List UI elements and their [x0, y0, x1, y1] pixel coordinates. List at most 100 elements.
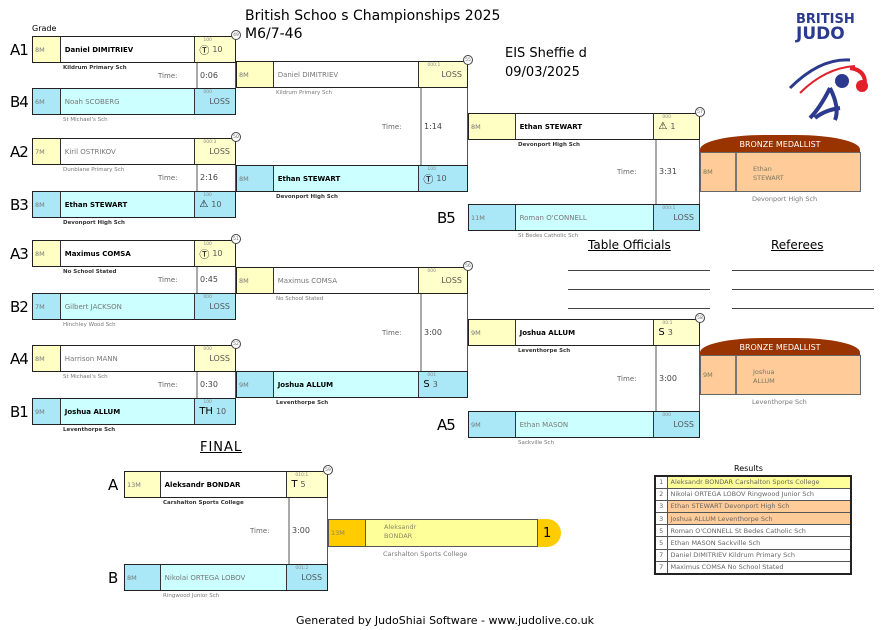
- score-cell: 000 LOSS: [419, 268, 467, 293]
- competitor-box[interactable]: 8M Daniel DIMITRIEV 100 Ⓣ 10: [32, 36, 236, 63]
- competitor-box[interactable]: 9M Joshua ALLUM 00:1 S 3: [468, 319, 700, 346]
- time-label: Time:: [250, 527, 270, 535]
- result-place: 7: [654, 548, 668, 562]
- t-text-icon: T: [291, 479, 298, 490]
- result-place: 1: [654, 475, 668, 489]
- referee-line[interactable]: [732, 270, 874, 271]
- competitor-box[interactable]: 8M Harrison MANN 000 LOSS: [32, 345, 236, 372]
- competitor-box[interactable]: 13M Aleksandr BONDAR 010:1 T 5: [124, 471, 328, 498]
- competitor-box[interactable]: 8M Ethan STEWART 100 Ⓣ 10: [236, 165, 468, 192]
- match-number: 52: [233, 341, 239, 347]
- match-number: 56: [465, 263, 471, 269]
- referee-line[interactable]: [732, 289, 874, 290]
- final-title: FINAL: [200, 440, 243, 455]
- competitor-box[interactable]: 8M Nikolai ORTEGA LOBOV 001:2 LOSS: [124, 564, 328, 591]
- competitor-name: Maximus COMSA: [60, 241, 196, 266]
- competitor-box[interactable]: 7M Gilbert JACKSON 000 LOSS: [32, 293, 236, 320]
- score-detail: 000: [203, 90, 212, 95]
- competitor-name: Daniel DIMITRIEV: [273, 62, 420, 87]
- time-label: Time:: [617, 168, 637, 176]
- score-cell: 100 Ⓣ 10: [195, 241, 235, 266]
- match-time: 1:14: [424, 121, 442, 131]
- results-title: Results: [734, 464, 763, 473]
- match-number-badge: 56: [463, 261, 473, 271]
- s-text-icon: S: [658, 327, 665, 338]
- competitor-box[interactable]: 8M Maximus COMSA 000 LOSS: [236, 267, 468, 294]
- competitor-name: Maximus COMSA: [273, 268, 420, 293]
- ippon-circle-t-icon: Ⓣ: [423, 175, 434, 186]
- seed-label: B3: [10, 196, 29, 214]
- match-number-badge: 50: [231, 132, 241, 142]
- match-number: 50: [233, 134, 239, 140]
- competitor-club: St Bedes Catholic Sch: [518, 233, 579, 239]
- official-line[interactable]: [568, 289, 710, 290]
- grade-cell: 9M: [33, 399, 61, 424]
- competitor-box[interactable]: 8M Ethan STEWART 000 ⚠ 1: [468, 113, 700, 140]
- competitor-box[interactable]: 11M Roman O'CONNELL 000:1 LOSS: [468, 204, 700, 231]
- bronze-last-name: STEWART: [753, 174, 784, 182]
- score-detail: 100: [427, 167, 436, 172]
- competitor-club: Leventhorpe Sch: [518, 348, 571, 354]
- score-value: LOSS: [209, 302, 230, 311]
- competitor-box[interactable]: 9M Joshua ALLUM 100 TH 10: [32, 398, 236, 425]
- match-time: 3:31: [659, 167, 677, 176]
- ippon-circle-t-icon: Ⓣ: [199, 46, 210, 57]
- time-label: Time:: [382, 122, 402, 131]
- result-text: Daniel DIMITRIEV Kildrum Primary Sch: [666, 548, 852, 562]
- score-detail: 001: [427, 373, 436, 378]
- competitor-club: Devonport High Sch: [63, 220, 125, 226]
- score-cell: 100 TH 10: [195, 399, 235, 424]
- score-value: 3: [667, 328, 673, 337]
- match-connector: [420, 88, 468, 165]
- score-cell: 010:1 T 5: [287, 472, 327, 497]
- bronze-club: Devonport High Sch: [752, 195, 818, 203]
- referee-line[interactable]: [732, 308, 874, 309]
- competitor-name: Joshua ALLUM: [273, 372, 420, 397]
- competitor-name: Ethan STEWART: [515, 114, 655, 139]
- match-number-badge: 55: [463, 55, 473, 65]
- grade-cell: 8M: [125, 565, 161, 590]
- match-number: 58: [697, 315, 703, 321]
- match-connector: [196, 165, 236, 191]
- competitor-box[interactable]: 9M Ethan MASON 000 LOSS: [468, 411, 700, 438]
- warning-triangle-icon: ⚠: [199, 199, 209, 210]
- bronze-name: Ethan STEWART: [737, 153, 784, 191]
- score-value: 10: [212, 45, 223, 54]
- seed-label: B1: [10, 403, 29, 421]
- result-row: 1 Aleksandr BONDAR Carshalton Sports Coll…: [654, 475, 852, 489]
- official-line[interactable]: [568, 270, 710, 271]
- grade-cell: 9M: [237, 372, 274, 397]
- score-detail: 00:1: [662, 321, 673, 326]
- result-text: Ethan MASON Sackville Sch: [666, 536, 852, 550]
- competitor-box[interactable]: 8M Maximus COMSA 100 Ⓣ 10: [32, 240, 236, 267]
- competitor-box[interactable]: 7M Kiril OSTRIKOV 000:3 LOSS: [32, 138, 236, 165]
- bronze-first-name: Joshua: [753, 368, 775, 376]
- competitor-box[interactable]: 9M Joshua ALLUM 001 S 3: [236, 371, 468, 398]
- match-time: 3:00: [424, 327, 442, 337]
- competitor-box[interactable]: 8M Daniel DIMITRIEV 000:1 LOSS: [236, 61, 468, 88]
- score-cell: 000 LOSS: [195, 89, 235, 114]
- score-detail: 000: [203, 347, 212, 352]
- seed-label: B2: [10, 298, 29, 316]
- seed-label: B: [108, 569, 118, 587]
- official-line[interactable]: [568, 308, 710, 309]
- winner-last-name: BONDAR: [384, 532, 413, 540]
- match-number-badge: 49: [231, 30, 241, 40]
- match-number: 49: [233, 32, 239, 38]
- competitor-box[interactable]: 6M Noah SCOBERG 000 LOSS: [32, 88, 236, 115]
- time-label: Time:: [617, 374, 637, 383]
- score-value: LOSS: [209, 97, 230, 106]
- logo-text-1: BRITISH: [796, 12, 855, 27]
- result-text: Maximus COMSA No School Stated: [666, 560, 852, 575]
- grade-cell: 8M: [33, 37, 61, 62]
- result-text: Roman O'CONNELL St Bedes Catholic Sch: [666, 524, 852, 538]
- th-text-icon: TH: [199, 406, 213, 417]
- bronze-header: BRONZE MEDALLIST: [700, 135, 860, 153]
- grade-cell: 13M: [125, 472, 161, 497]
- competitor-club: Devonport High Sch: [518, 142, 580, 148]
- judo-figure-icon: [788, 58, 868, 121]
- competitor-name: Ethan STEWART: [273, 166, 420, 191]
- bronze-club: Leventhorpe Sch: [752, 398, 807, 406]
- competitor-box[interactable]: 8M Ethan STEWART 100 ⚠ 10: [32, 191, 236, 218]
- match-connector: [420, 294, 468, 371]
